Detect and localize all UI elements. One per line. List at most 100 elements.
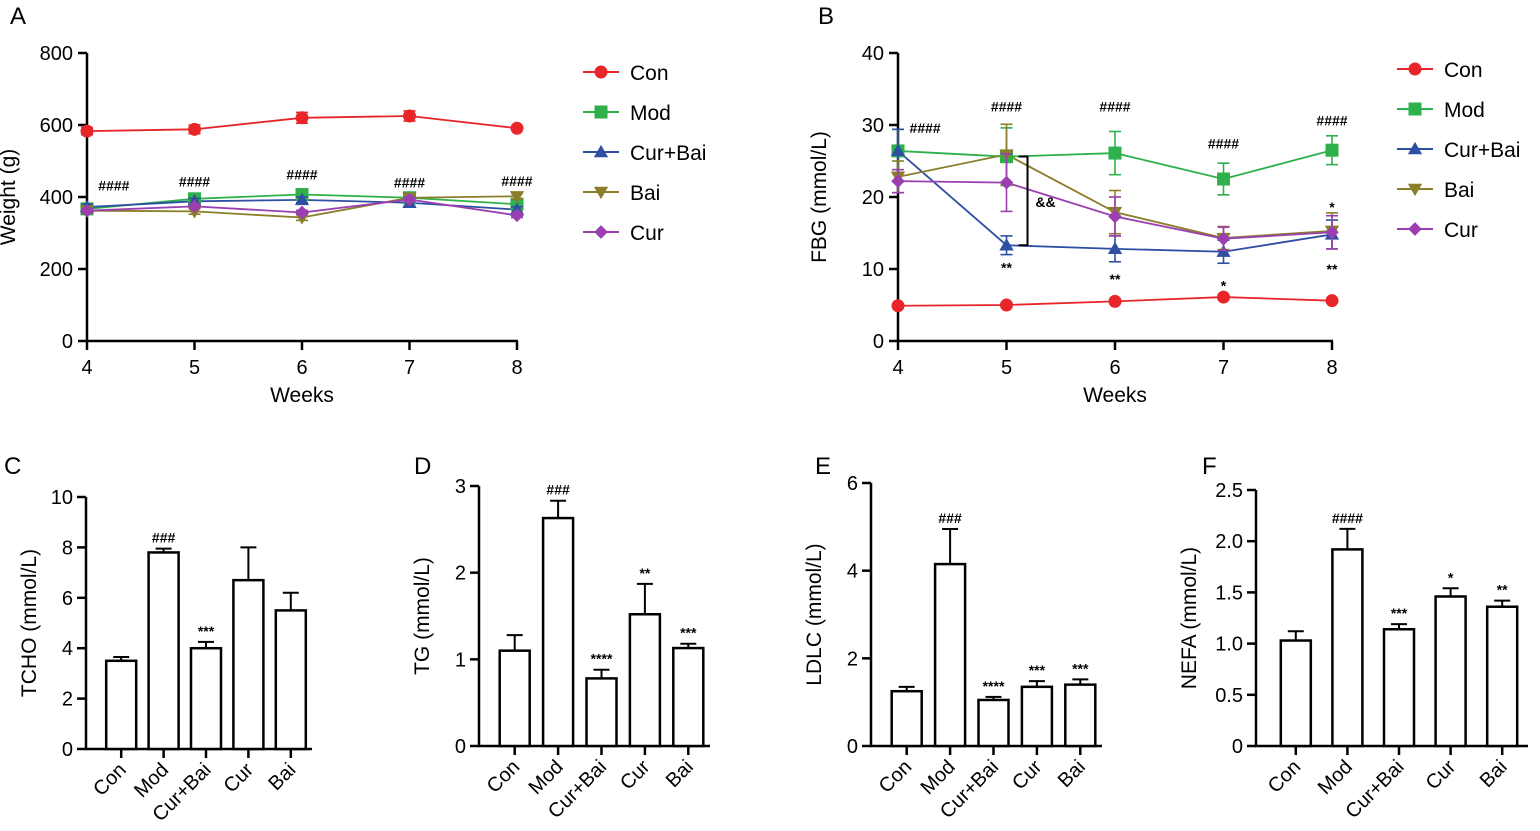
- x-tick-label: Con: [89, 759, 131, 801]
- data-point-cur: [891, 174, 905, 188]
- y-tick-label: 4: [62, 638, 73, 660]
- significance-label: ####: [1099, 98, 1130, 114]
- significance-label: **: [1110, 271, 1121, 287]
- legend-label-cur: Cur: [1444, 219, 1478, 242]
- significance-label: **: [1497, 582, 1508, 598]
- y-tick-label: 10: [862, 259, 884, 281]
- x-axis-title: Weeks: [1083, 384, 1147, 407]
- significance-label: ####: [1316, 113, 1347, 129]
- x-tick-label: 7: [1218, 357, 1229, 379]
- significance-label: ####: [991, 98, 1022, 114]
- panel-label: A: [10, 3, 26, 30]
- significance-label: ###: [938, 510, 962, 526]
- data-point-cur: [402, 192, 417, 207]
- data-point-con: [1217, 290, 1230, 304]
- legend-marker-mod: [594, 105, 608, 119]
- data-point-cur: [510, 208, 524, 223]
- data-point-cur-bai: [999, 238, 1014, 251]
- significance-label: **: [1327, 261, 1338, 277]
- bar-bai: [274, 609, 308, 751]
- x-tick-label: Mod: [1314, 756, 1357, 799]
- x-tick-label: 6: [296, 357, 307, 379]
- legend-marker-bai: [593, 186, 609, 200]
- significance-label: ###: [546, 482, 570, 498]
- x-tick-label: Cur: [1422, 756, 1461, 795]
- y-tick-label: 0: [62, 739, 73, 761]
- x-tick-label: Con: [875, 756, 917, 798]
- y-tick-label: 8: [62, 537, 73, 559]
- significance-label: ####: [286, 166, 317, 182]
- y-tick-label: 2.0: [1215, 531, 1243, 553]
- x-tick-label: Cur: [220, 759, 259, 798]
- data-point-con: [403, 109, 416, 123]
- significance-label: **: [1001, 260, 1012, 276]
- x-tick-label: 6: [1109, 357, 1120, 379]
- bar-mod: [933, 562, 967, 748]
- significance-label: ####: [1208, 136, 1239, 152]
- data-point-con: [1325, 294, 1339, 308]
- x-tick-label: 5: [189, 357, 200, 379]
- panel-label: F: [1202, 453, 1217, 480]
- y-tick-label: 2: [455, 563, 466, 585]
- legend-label-cur-bai: Cur+Bai: [630, 142, 706, 165]
- bar-cur-bai: [977, 698, 1010, 748]
- y-axis-title: TG (mmol/L): [411, 557, 434, 675]
- legend-label-cur-bai: Cur+Bai: [1444, 139, 1520, 162]
- bar-cur-bai: [189, 646, 223, 751]
- bar-con: [1279, 639, 1313, 748]
- significance-label: ***: [1391, 605, 1408, 621]
- y-tick-label: 0: [873, 331, 884, 353]
- y-tick-label: 0.5: [1215, 685, 1243, 707]
- data-point-cur: [999, 175, 1014, 190]
- significance-label: ####: [98, 177, 129, 193]
- y-axis-title: Weight (g): [0, 149, 20, 245]
- bar-con: [104, 659, 138, 751]
- significance-label: ***: [198, 623, 215, 639]
- legend-marker-cur: [594, 225, 608, 239]
- legend-label-bai: Bai: [1444, 179, 1474, 202]
- legend-marker-mod: [1408, 102, 1422, 116]
- significance-label: **: [639, 565, 650, 581]
- y-tick-label: 800: [40, 43, 73, 65]
- bar-con: [498, 649, 531, 748]
- x-tick-label: 8: [511, 357, 522, 379]
- legend-marker-con: [1408, 62, 1422, 76]
- bar-cur: [232, 578, 265, 751]
- x-tick-label: 7: [404, 357, 415, 379]
- data-point-cur: [1325, 225, 1339, 240]
- x-tick-label: 4: [81, 357, 92, 379]
- bar-mod: [147, 551, 180, 751]
- bar-mod: [541, 516, 575, 748]
- y-tick-label: 2: [847, 648, 858, 670]
- y-tick-label: 1.5: [1215, 582, 1243, 604]
- data-point-cur: [1216, 231, 1231, 246]
- significance-label: &&: [1035, 194, 1055, 210]
- x-tick-label: 4: [892, 357, 903, 379]
- bar-bai: [1485, 605, 1519, 748]
- panel-label: D: [414, 453, 431, 480]
- legend-marker-con: [594, 65, 608, 79]
- data-point-cur-bai: [1107, 241, 1123, 255]
- legend-label-mod: Mod: [1444, 99, 1485, 122]
- data-point-cur-bai: [294, 192, 310, 206]
- y-tick-label: 0: [847, 736, 858, 758]
- y-axis-title: FBG (mmol/L): [808, 131, 831, 263]
- data-point-bai: [509, 191, 525, 204]
- x-tick-label: Con: [1264, 756, 1306, 798]
- y-tick-label: 2: [62, 689, 73, 711]
- y-tick-label: 400: [40, 187, 73, 209]
- significance-label: ####: [394, 175, 425, 191]
- data-point-cur: [80, 203, 94, 218]
- significance-label: ***: [1072, 660, 1089, 676]
- bar-cur-bai: [585, 677, 618, 748]
- bar-cur-bai: [1382, 628, 1416, 748]
- bar-cur: [628, 613, 662, 748]
- legend-marker-cur: [1408, 222, 1422, 236]
- y-tick-label: 0: [455, 736, 466, 758]
- data-point-mod: [1108, 146, 1122, 160]
- data-point-mod: [1325, 143, 1339, 157]
- y-axis-title: NEFA (mmol/L): [1178, 547, 1201, 689]
- y-tick-label: 4: [847, 561, 858, 583]
- y-tick-label: 0: [1232, 736, 1243, 758]
